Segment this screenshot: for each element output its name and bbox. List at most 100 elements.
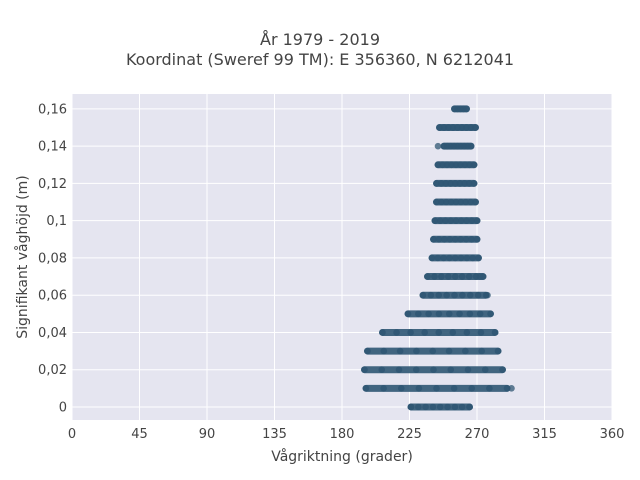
data-point	[508, 385, 515, 392]
data-point	[475, 254, 482, 262]
data-point	[415, 403, 422, 411]
data-point	[451, 403, 459, 411]
data-point	[421, 329, 428, 336]
data-point	[393, 329, 400, 336]
data-point	[458, 273, 466, 280]
data-point	[461, 180, 468, 187]
data-point	[468, 217, 476, 224]
data-point	[468, 385, 476, 392]
data-point	[467, 142, 475, 150]
data-point	[466, 180, 473, 187]
data-point	[445, 310, 453, 318]
x-tick-label: 135	[262, 427, 287, 442]
grid-layer	[71, 94, 613, 420]
data-point	[431, 217, 439, 224]
ticks-layer: 0 45 90 135 180 225 270 315 360 0 0,02 0,04 0,06 0,08…	[38, 102, 624, 442]
data-point	[447, 366, 455, 374]
data-point	[469, 254, 476, 262]
data-point	[429, 347, 437, 355]
data-point	[481, 366, 489, 374]
data-point	[472, 198, 479, 206]
data-point	[466, 403, 473, 411]
chart-subtitle: Koordinat (Sweref 99 TM): E 356360, N 62…	[125, 50, 515, 69]
data-point	[397, 385, 405, 392]
data-point	[442, 198, 450, 206]
data-point	[472, 124, 479, 131]
x-tick-label: 360	[600, 427, 625, 442]
data-point	[463, 105, 470, 113]
data-point	[440, 254, 447, 262]
data-point	[380, 347, 388, 355]
x-tick-label: 225	[397, 427, 422, 442]
data-point	[428, 254, 436, 262]
data-point	[457, 217, 465, 224]
data-point	[466, 291, 474, 299]
data-point	[477, 329, 485, 336]
data-point	[484, 291, 491, 299]
data-point	[452, 198, 460, 206]
data-point	[476, 310, 484, 318]
data-point	[474, 291, 482, 299]
x-tick-label: 315	[532, 427, 557, 442]
data-point	[441, 236, 448, 243]
x-tick-label: 90	[199, 427, 216, 442]
y-tick-label: 0,1	[46, 214, 67, 229]
data-point	[422, 403, 429, 411]
data-point	[434, 142, 442, 150]
data-point	[442, 217, 449, 224]
data-point	[430, 236, 437, 243]
data-point	[433, 180, 440, 187]
data-point	[463, 329, 471, 336]
data-point	[444, 403, 451, 411]
data-point	[431, 273, 438, 280]
data-point	[473, 217, 481, 224]
data-point	[494, 347, 502, 355]
data-point	[445, 273, 452, 280]
data-point	[435, 329, 443, 336]
x-tick-label: 270	[465, 427, 490, 442]
data-point	[470, 180, 478, 187]
x-tick-label: 45	[131, 427, 148, 442]
y-tick-label: 0,04	[38, 326, 67, 341]
y-tick-label: 0,08	[38, 251, 67, 266]
data-point	[451, 254, 459, 262]
chart-title: År 1979 - 2019	[260, 30, 380, 49]
data-point	[447, 198, 455, 206]
data-point	[424, 273, 431, 280]
data-point	[433, 198, 440, 206]
data-point	[435, 291, 443, 299]
data-point	[451, 180, 459, 187]
data-point	[380, 385, 387, 392]
data-point	[430, 366, 437, 374]
data-point	[446, 236, 454, 243]
data-point	[425, 310, 432, 318]
data-point	[447, 180, 454, 187]
data-point	[451, 236, 459, 243]
y-tick-label: 0	[59, 400, 67, 415]
data-point	[436, 217, 444, 224]
x-tick-label: 180	[330, 427, 355, 442]
data-point	[463, 254, 471, 262]
data-point	[473, 236, 481, 243]
data-point	[445, 347, 453, 355]
data-point	[429, 403, 437, 411]
data-point	[457, 198, 465, 206]
x-tick-label: 0	[68, 427, 76, 442]
data-point	[447, 217, 455, 224]
data-point	[427, 291, 435, 299]
data-point	[442, 180, 450, 187]
y-axis-label: Signifikant våghöjd (m)	[14, 175, 31, 338]
data-point	[456, 180, 464, 187]
data-point	[451, 291, 458, 299]
data-point	[362, 385, 370, 392]
data-point	[457, 236, 464, 243]
data-point	[476, 273, 484, 280]
data-point	[499, 366, 506, 374]
y-tick-label: 0,12	[38, 177, 67, 192]
data-point	[404, 310, 412, 318]
data-point	[412, 366, 420, 374]
y-tick-label: 0,16	[38, 102, 67, 117]
data-point	[433, 385, 440, 392]
data-point	[364, 347, 371, 355]
